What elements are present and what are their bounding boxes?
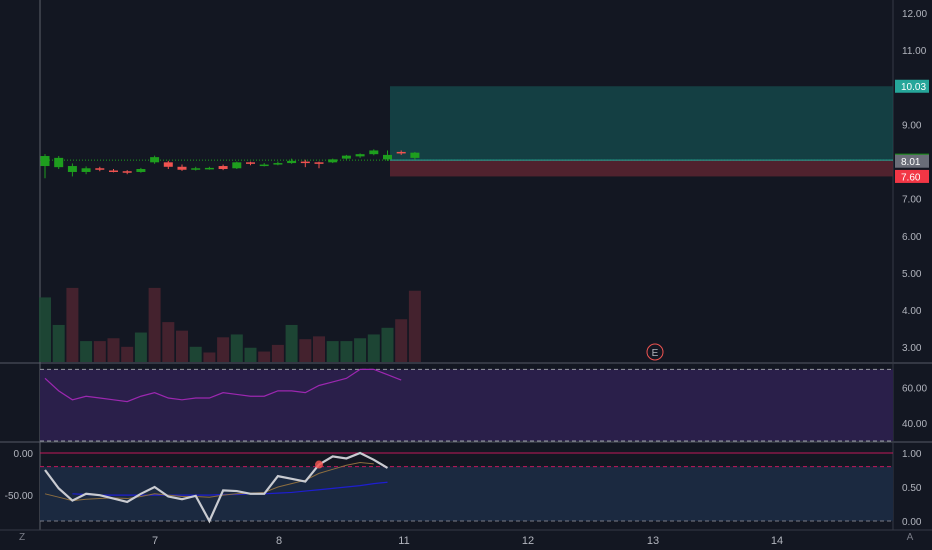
candle <box>150 157 160 163</box>
osc-left-tick-label: -50.00 <box>5 491 34 502</box>
rsi-band <box>40 369 893 441</box>
event-marker <box>646 343 664 361</box>
candle <box>355 154 365 157</box>
candle <box>232 162 242 169</box>
volume-bar <box>217 337 230 362</box>
volume-bar <box>134 332 147 362</box>
profit-zone <box>390 86 893 161</box>
candle <box>410 152 420 158</box>
candle <box>191 168 201 170</box>
price-tag-label: 7.60 <box>901 172 921 183</box>
volume-bar <box>244 347 257 362</box>
volume-bar <box>189 346 202 362</box>
osc-right-tick-label: 0.50 <box>902 483 922 494</box>
volume-bar <box>367 334 380 362</box>
time-tick-label: 7 <box>152 535 158 547</box>
time-tick-label: 14 <box>771 535 783 547</box>
timezone-button[interactable]: Z <box>18 532 26 543</box>
candle <box>204 167 214 170</box>
price-tick-label: 7.00 <box>902 195 922 206</box>
volume-bar <box>340 341 353 362</box>
volume-bar <box>80 341 93 362</box>
price-tick-label: 4.00 <box>902 306 922 317</box>
candle <box>109 170 118 172</box>
volume-bar <box>176 330 188 362</box>
volume-bar <box>258 351 271 362</box>
osc-left-tick-label: 0.00 <box>14 449 34 460</box>
volume-bar <box>162 322 175 362</box>
volume-bar <box>230 334 243 362</box>
volume-bar <box>299 339 312 362</box>
candle <box>81 168 91 172</box>
candle <box>218 166 228 170</box>
volume-bar <box>285 324 298 362</box>
volume-bar <box>395 319 408 362</box>
candle <box>95 168 105 170</box>
candle <box>122 171 132 173</box>
price-tag <box>895 154 929 168</box>
candle <box>328 159 338 163</box>
osc-right-tick-label: 0.00 <box>902 517 922 528</box>
volume-bar <box>271 344 284 362</box>
osc-band <box>40 466 893 521</box>
price-tick-label: 9.00 <box>902 120 922 131</box>
volume-bar <box>39 297 51 362</box>
price-tag <box>895 79 929 93</box>
price-tag-label: 8.01 <box>901 157 921 168</box>
rsi-tick-label: 40.00 <box>902 419 927 430</box>
volume-bar <box>408 290 421 362</box>
candle <box>287 160 297 164</box>
price-tick-label: 12.00 <box>902 9 927 20</box>
time-tick-label: 8 <box>276 535 282 547</box>
candle <box>40 156 50 167</box>
time-tick-label: 12 <box>522 535 534 547</box>
volume-bar <box>52 324 65 362</box>
rsi-line <box>44 368 402 403</box>
candle <box>177 166 187 170</box>
candle <box>273 163 283 165</box>
osc-marker <box>315 460 323 469</box>
volume-bar <box>203 352 216 362</box>
price-tick-label: 6.00 <box>902 232 922 243</box>
candle <box>136 169 146 172</box>
volume-bar <box>93 341 106 362</box>
volume-bar <box>354 338 367 362</box>
candle <box>163 162 173 167</box>
volume-bar <box>148 287 161 362</box>
volume-bar <box>381 327 394 362</box>
candle <box>259 164 269 167</box>
time-tick-label: 11 <box>398 535 409 547</box>
candle <box>246 162 255 164</box>
candle <box>67 166 77 172</box>
price-tag <box>895 169 929 183</box>
price-tick-label: 5.00 <box>902 269 922 280</box>
osc-main-line <box>44 451 389 524</box>
candle <box>300 161 310 164</box>
candle <box>341 155 351 159</box>
candle <box>314 162 324 164</box>
price-tag-label: 10.03 <box>901 82 926 93</box>
osc-signal-line <box>44 462 374 502</box>
loss-zone <box>390 160 893 177</box>
candle <box>383 154 392 160</box>
rsi-tick-label: 60.00 <box>902 383 927 394</box>
volume-bar <box>121 346 134 362</box>
candle <box>396 151 406 154</box>
osc-right-tick-label: 1.00 <box>902 449 922 460</box>
volume-bar <box>313 336 325 362</box>
candle <box>369 150 379 155</box>
volume-bar <box>326 341 339 362</box>
volume-bar <box>66 287 79 362</box>
auto-scale-button[interactable]: A <box>906 532 914 543</box>
time-tick-label: 13 <box>647 535 659 547</box>
price-tick-label: 11.00 <box>902 46 927 57</box>
event-label: E <box>652 348 659 359</box>
price-tick-label: 3.00 <box>902 343 922 354</box>
volume-bar <box>107 338 120 362</box>
candle <box>54 157 64 168</box>
